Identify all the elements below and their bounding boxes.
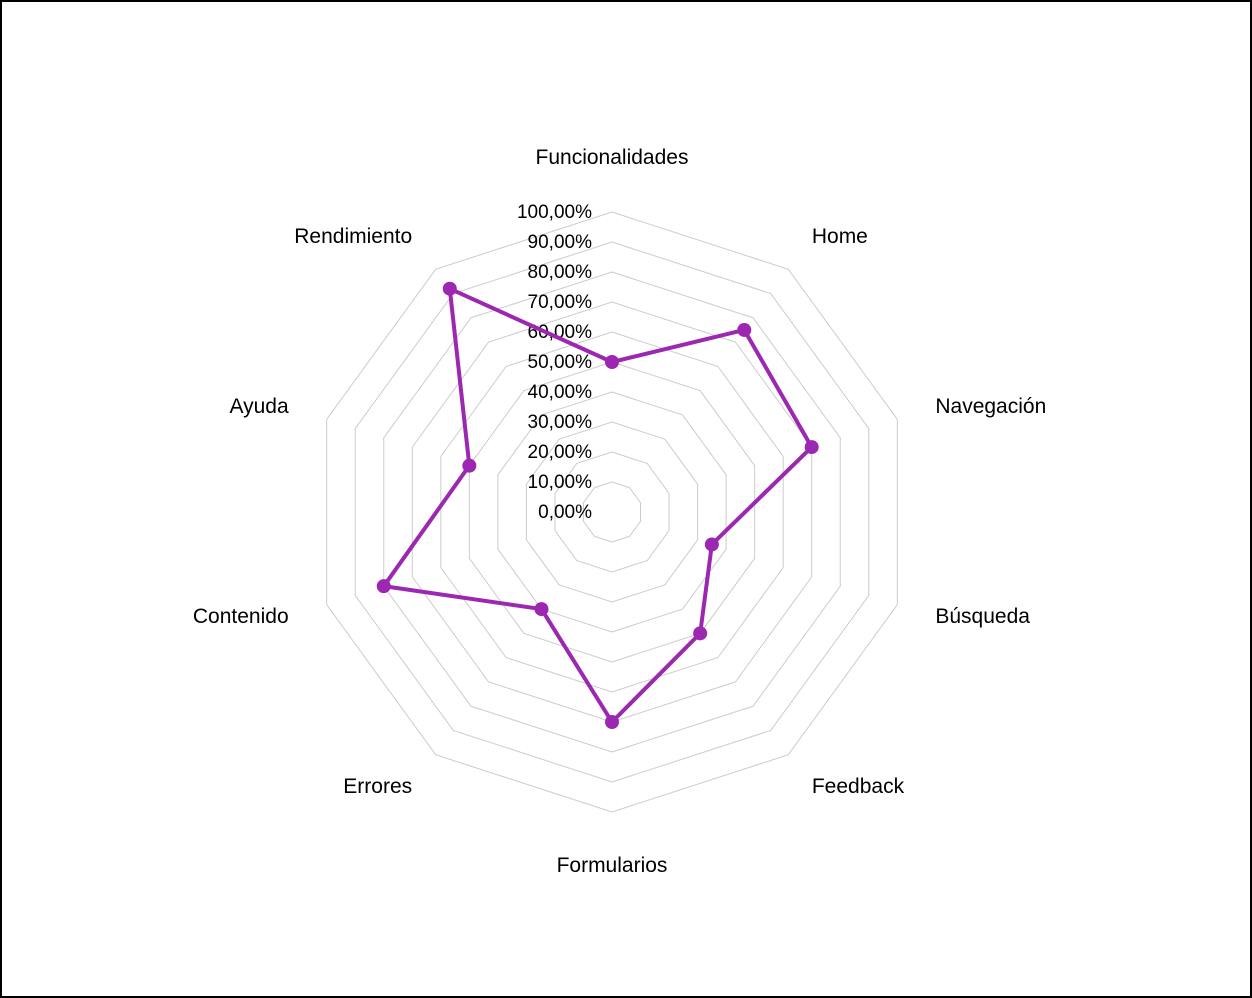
radial-tick-label: 80,00%	[528, 262, 593, 283]
data-point	[605, 355, 619, 369]
grid-ring	[355, 242, 869, 782]
radial-tick-label: 50,00%	[528, 352, 593, 373]
grid-ring	[441, 332, 783, 692]
axis-label: Rendimiento	[294, 225, 412, 248]
grid-ring	[469, 362, 754, 662]
radial-tick-label: 40,00%	[528, 382, 593, 403]
radial-tick-label: 90,00%	[528, 232, 593, 253]
radial-tick-label: 100,00%	[517, 202, 592, 223]
data-point	[705, 537, 719, 551]
axis-label: Contenido	[193, 605, 289, 628]
radial-tick-label: 20,00%	[528, 442, 593, 463]
data-point	[605, 715, 619, 729]
data-point	[443, 282, 457, 296]
axis-label: Funcionalidades	[536, 146, 689, 169]
data-point	[534, 602, 548, 616]
data-point	[377, 579, 391, 593]
chart-frame: { "radar_chart": { "type": "radar", "cen…	[0, 0, 1252, 998]
axis-label: Ayuda	[229, 395, 288, 418]
radial-tick-label: 10,00%	[528, 472, 593, 493]
data-point	[805, 440, 819, 454]
radar-chart: 0,00%10,00%20,00%30,00%40,00%50,00%60,00…	[2, 2, 1250, 996]
grid-ring	[384, 272, 841, 752]
axis-label: Navegación	[935, 395, 1046, 418]
radial-tick-label: 0,00%	[538, 502, 592, 523]
radial-tick-label: 70,00%	[528, 292, 593, 313]
data-point	[737, 323, 751, 337]
axis-label: Búsqueda	[935, 605, 1030, 628]
axis-label: Home	[812, 225, 868, 248]
data-point	[462, 459, 476, 473]
axis-label: Formularios	[557, 854, 668, 877]
radial-tick-label: 30,00%	[528, 412, 593, 433]
axis-label: Feedback	[812, 775, 905, 798]
grid-ring	[583, 482, 640, 542]
data-point	[693, 626, 707, 640]
axis-label: Errores	[343, 775, 412, 798]
